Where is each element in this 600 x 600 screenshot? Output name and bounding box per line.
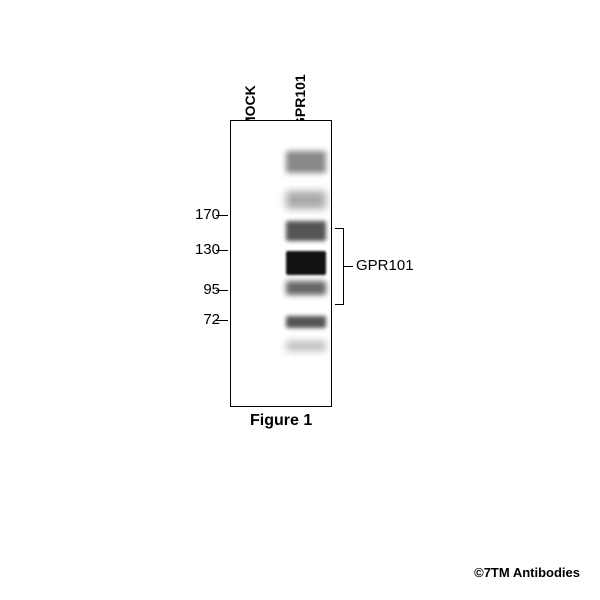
mw-tick xyxy=(216,290,228,291)
mw-label: 170 xyxy=(180,206,220,223)
blot-band xyxy=(286,221,326,241)
protein-bracket xyxy=(335,228,344,305)
blot-band xyxy=(286,341,326,351)
lane-mock xyxy=(231,121,281,406)
mw-label: 130 xyxy=(180,241,220,258)
mw-tick xyxy=(216,320,228,321)
blot-band xyxy=(286,281,326,295)
mw-tick xyxy=(216,215,228,216)
mw-label: 72 xyxy=(180,311,220,328)
figure-caption: Figure 1 xyxy=(250,412,312,430)
blot-band xyxy=(286,316,326,328)
western-blot xyxy=(230,120,332,407)
protein-label: GPR101 xyxy=(356,257,414,274)
copyright-text: ©7TM Antibodies xyxy=(474,565,580,580)
blot-band xyxy=(286,191,326,209)
protein-bracket-stem xyxy=(343,266,353,267)
mw-tick xyxy=(216,250,228,251)
mw-label: 95 xyxy=(180,281,220,298)
lane-gpr101 xyxy=(281,121,331,406)
blot-band xyxy=(286,151,326,173)
blot-band xyxy=(286,251,326,275)
